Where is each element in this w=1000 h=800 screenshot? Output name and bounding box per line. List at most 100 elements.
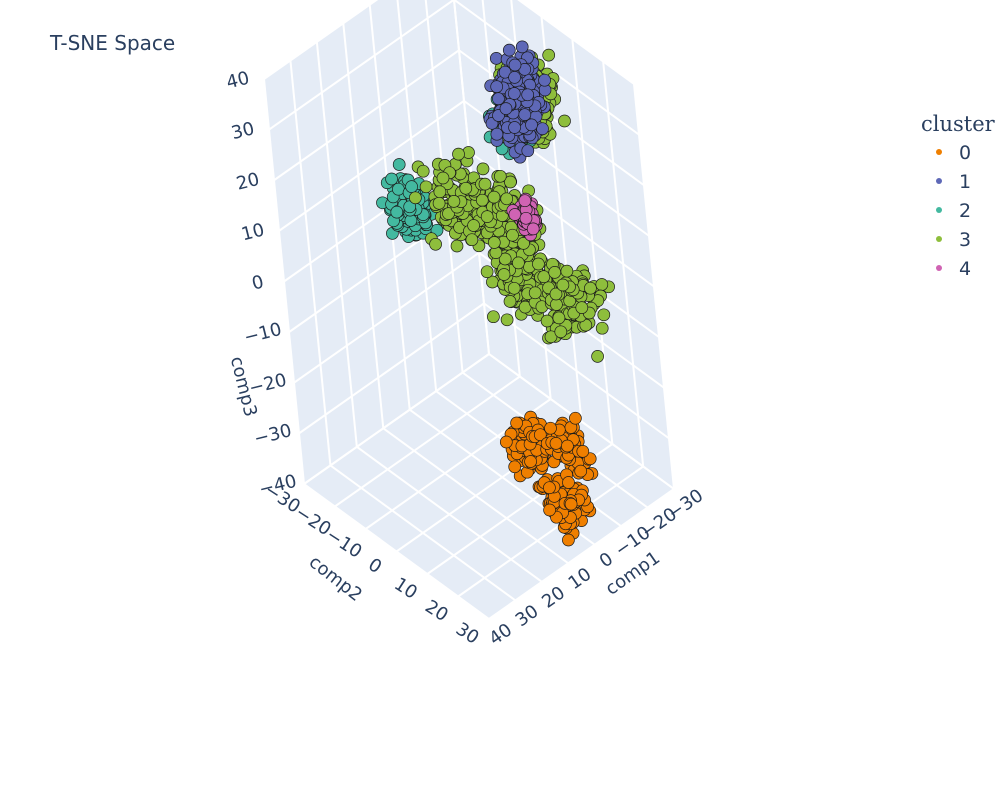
point-cluster-2[interactable] <box>392 158 406 171</box>
point-cluster-3[interactable] <box>429 237 442 251</box>
point-cluster-0[interactable] <box>508 460 522 474</box>
point-cluster-3[interactable] <box>548 266 562 279</box>
point-cluster-3[interactable] <box>595 278 609 291</box>
point-cluster-0[interactable] <box>510 416 523 430</box>
point-cluster-1[interactable] <box>515 40 529 54</box>
point-cluster-3[interactable] <box>532 257 545 271</box>
point-cluster-0[interactable] <box>574 464 588 478</box>
point-cluster-0[interactable] <box>499 435 513 449</box>
point-cluster-3[interactable] <box>447 195 461 208</box>
point-cluster-3[interactable] <box>480 265 494 279</box>
point-cluster-3[interactable] <box>597 308 611 322</box>
point-cluster-3[interactable] <box>542 48 556 62</box>
point-cluster-3[interactable] <box>487 190 501 204</box>
point-cluster-3[interactable] <box>487 236 501 249</box>
point-cluster-1[interactable] <box>499 102 513 115</box>
point-cluster-2[interactable] <box>390 205 404 219</box>
point-cluster-3[interactable] <box>507 281 521 295</box>
point-cluster-1[interactable] <box>538 73 551 87</box>
point-cluster-3[interactable] <box>517 237 530 250</box>
point-cluster-1[interactable] <box>525 118 538 132</box>
point-cluster-3[interactable] <box>432 196 446 210</box>
point-cluster-0[interactable] <box>544 421 557 435</box>
legend-item-3[interactable]: 3 <box>936 229 971 251</box>
point-cluster-4[interactable] <box>519 211 533 225</box>
point-cluster-3[interactable] <box>549 287 563 301</box>
point-cluster-1[interactable] <box>492 92 505 106</box>
point-cluster-3[interactable] <box>467 219 480 232</box>
point-cluster-3[interactable] <box>554 325 568 339</box>
point-cluster-3[interactable] <box>556 278 570 292</box>
point-cluster-3[interactable] <box>591 350 604 363</box>
point-cluster-4[interactable] <box>518 194 532 208</box>
point-cluster-4[interactable] <box>526 222 540 236</box>
point-cluster-3[interactable] <box>560 264 574 278</box>
point-cluster-0[interactable] <box>562 533 575 547</box>
point-cluster-0[interactable] <box>543 481 556 495</box>
point-cluster-3[interactable] <box>450 239 464 253</box>
point-cluster-3[interactable] <box>493 169 507 183</box>
point-cluster-1[interactable] <box>508 121 521 134</box>
point-cluster-0[interactable] <box>562 476 575 489</box>
point-cluster-0[interactable] <box>561 439 574 453</box>
legend-item-0[interactable]: 0 <box>936 142 971 164</box>
point-cluster-3[interactable] <box>528 286 542 300</box>
point-cluster-0[interactable] <box>524 455 537 468</box>
point-cluster-2[interactable] <box>403 200 417 214</box>
point-cluster-1[interactable] <box>490 80 504 93</box>
point-cluster-3[interactable] <box>452 147 465 161</box>
point-cluster-0[interactable] <box>549 437 563 450</box>
point-cluster-3[interactable] <box>503 295 517 308</box>
point-cluster-3[interactable] <box>476 162 490 176</box>
point-cluster-3[interactable] <box>497 268 511 281</box>
point-cluster-3[interactable] <box>480 210 494 223</box>
point-cluster-3[interactable] <box>478 177 492 191</box>
point-cluster-0[interactable] <box>569 411 582 425</box>
legend[interactable]: cluster 0 1 2 3 4 <box>921 112 996 280</box>
point-cluster-1[interactable] <box>536 122 549 136</box>
point-cluster-1[interactable] <box>508 71 521 84</box>
point-cluster-3[interactable] <box>584 281 597 295</box>
legend-item-4[interactable]: 4 <box>936 258 971 280</box>
point-cluster-0[interactable] <box>543 503 556 517</box>
point-cluster-1[interactable] <box>521 88 535 102</box>
point-cluster-1[interactable] <box>507 87 521 100</box>
point-cluster-3[interactable] <box>465 233 479 247</box>
point-cluster-1[interactable] <box>502 43 516 57</box>
point-cluster-1[interactable] <box>489 52 503 65</box>
point-cluster-3[interactable] <box>575 301 589 314</box>
point-cluster-3[interactable] <box>595 321 609 335</box>
point-cluster-1[interactable] <box>508 58 522 72</box>
point-cluster-3[interactable] <box>537 270 551 284</box>
point-cluster-3[interactable] <box>416 164 430 178</box>
point-cluster-1[interactable] <box>490 127 504 141</box>
point-cluster-3[interactable] <box>442 207 455 220</box>
point-cluster-3[interactable] <box>540 314 554 328</box>
point-cluster-0[interactable] <box>564 497 578 511</box>
point-cluster-3[interactable] <box>433 185 447 199</box>
point-cluster-3[interactable] <box>506 228 519 242</box>
point-cluster-3[interactable] <box>500 313 514 327</box>
point-cluster-0[interactable] <box>576 445 590 458</box>
point-cluster-2[interactable] <box>385 172 398 186</box>
point-cluster-3[interactable] <box>419 180 433 194</box>
point-cluster-1[interactable] <box>518 108 532 121</box>
legend-item-1[interactable]: 1 <box>936 171 971 193</box>
point-cluster-4[interactable] <box>508 208 522 221</box>
point-cluster-3[interactable] <box>504 175 517 189</box>
point-cluster-3[interactable] <box>512 256 525 270</box>
point-cluster-0[interactable] <box>533 428 547 442</box>
data-points[interactable] <box>376 40 615 547</box>
point-cluster-3[interactable] <box>459 181 473 195</box>
point-cluster-3[interactable] <box>436 171 450 185</box>
point-cluster-3[interactable] <box>500 192 514 206</box>
point-cluster-3[interactable] <box>558 114 571 128</box>
point-cluster-3[interactable] <box>498 252 512 266</box>
point-cluster-3[interactable] <box>409 191 422 205</box>
point-cluster-2[interactable] <box>405 180 418 193</box>
point-cluster-3[interactable] <box>487 310 500 324</box>
legend-item-2[interactable]: 2 <box>936 200 971 222</box>
point-cluster-3[interactable] <box>552 311 566 325</box>
point-cluster-1[interactable] <box>521 144 535 158</box>
